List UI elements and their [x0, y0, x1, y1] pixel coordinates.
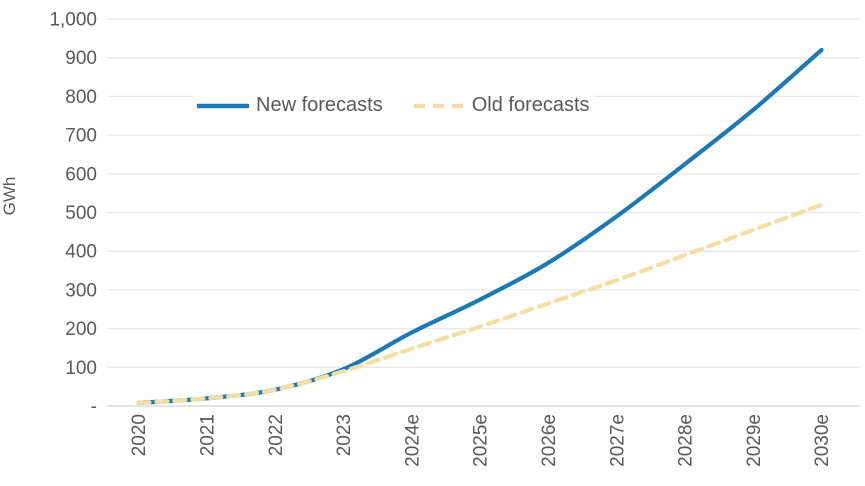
series-line-old-forecasts: [136, 202, 824, 405]
y-tick-label: 600: [65, 164, 97, 185]
y-tick-label: 500: [65, 203, 97, 224]
y-axis-title: GWh: [0, 177, 19, 216]
y-tick-label: 400: [65, 242, 97, 263]
x-tick-label: 2026e: [539, 414, 560, 467]
x-tick-label: 2027e: [607, 414, 628, 467]
y-tick-label: 200: [65, 319, 97, 340]
legend-item-old-forecasts: Old forecasts: [413, 94, 590, 117]
x-tick-label: 2028e: [676, 414, 697, 467]
x-tick-label: 2020: [129, 414, 150, 456]
legend-label-old-forecasts: Old forecasts: [471, 94, 590, 116]
x-tick-label: 2024e: [402, 414, 423, 467]
y-tick-label: 800: [65, 87, 97, 108]
y-tick-label: 300: [65, 280, 97, 301]
x-tick-label: 2029e: [744, 414, 765, 467]
series-line-new-forecasts: [136, 47, 824, 405]
x-tick-label: 2025e: [471, 414, 492, 467]
y-tick-label: 1,000: [49, 10, 97, 31]
new-forecasts-line-swatch: [197, 103, 249, 108]
legend-item-new-forecasts: New forecasts: [197, 94, 383, 117]
legend-label-new-forecasts: New forecasts: [256, 94, 383, 116]
x-tick-label: 2023: [334, 414, 355, 456]
y-tick-label: 700: [65, 126, 97, 147]
x-tick-label: 2021: [197, 414, 218, 456]
x-tick-label: 2030e: [812, 414, 833, 467]
chart-legend: New forecasts Old forecasts: [193, 92, 594, 119]
y-tick-label: 100: [65, 358, 97, 379]
x-tick-label: 2022: [266, 414, 287, 456]
y-tick-label: 900: [65, 48, 97, 69]
old-forecasts-line-swatch: [413, 103, 464, 108]
y-tick-label: -: [91, 397, 97, 418]
